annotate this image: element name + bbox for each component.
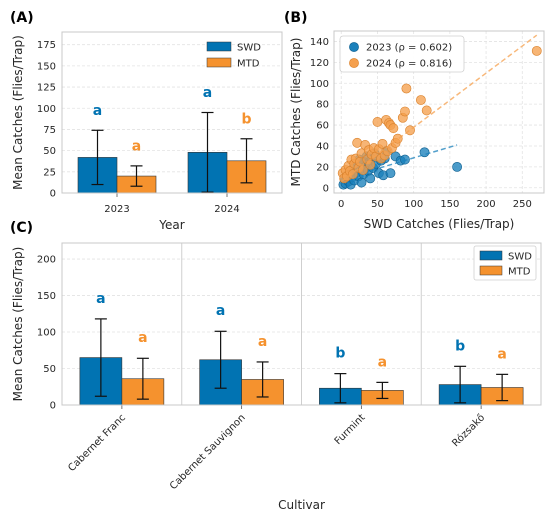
- plot-frame: [61, 31, 283, 194]
- x-tick-label: 250: [513, 199, 532, 210]
- legend-label: 2023 (ρ = 0.602): [366, 43, 452, 54]
- legend-swatch: [206, 57, 232, 68]
- y-tick-label: 60: [316, 121, 329, 132]
- scatter-point: [385, 168, 396, 179]
- scatter-point: [531, 45, 542, 56]
- legend-swatch: [479, 265, 503, 276]
- y-tick-label: 200: [37, 255, 56, 266]
- significance-letter: a: [258, 334, 267, 350]
- x-tick-label: Cabernet Sauvignon: [168, 412, 248, 492]
- significance-letter: a: [93, 103, 102, 119]
- significance-letter: b: [335, 346, 345, 362]
- significance-letter: a: [378, 354, 387, 370]
- trend-line: [340, 34, 538, 183]
- legend-label: MTD: [508, 267, 531, 278]
- legend-marker: [349, 42, 359, 52]
- significance-letter: a: [132, 139, 141, 155]
- legend-label: SWD: [508, 252, 532, 263]
- scatter-point: [356, 177, 367, 188]
- y-tick-label: 80: [316, 100, 329, 111]
- x-tick-label: Rózsakő: [450, 412, 488, 450]
- y-tick-label: 175: [37, 40, 56, 51]
- y-tick-label: 75: [43, 125, 56, 136]
- x-axis-title: SWD Catches (Flies/Trap): [364, 217, 515, 231]
- x-tick-label: 0: [338, 199, 344, 210]
- y-tick-label: 100: [37, 104, 56, 115]
- y-tick-label: 125: [37, 83, 56, 94]
- panel-b-label: (B): [284, 10, 307, 26]
- significance-letter: b: [241, 112, 251, 128]
- panel-c: (C) 0 50 100 150 200 a a Cabernet Franc a a Caberne…: [10, 220, 542, 512]
- scatter-point: [401, 83, 412, 94]
- y-tick-label: 120: [310, 58, 329, 69]
- y-axis-title: MTD Catches (Flies/Trap): [289, 38, 303, 187]
- legend: SWD MTD: [206, 41, 261, 70]
- plot-frame: [333, 30, 545, 194]
- y-tick-label: 0: [50, 401, 56, 412]
- y-tick-label: 100: [310, 79, 329, 90]
- scatter-point: [377, 138, 388, 149]
- x-tick-label: 200: [477, 199, 496, 210]
- significance-letter: a: [216, 303, 225, 319]
- x-axis-title: Year: [158, 218, 184, 232]
- y-tick-label: 20: [316, 162, 329, 173]
- legend-swatch: [206, 41, 232, 52]
- x-tick-label: Cabernet Franc: [66, 412, 128, 474]
- y-tick-label: 140: [310, 37, 329, 48]
- y-tick-label: 50: [43, 146, 56, 157]
- x-tick-label: 2024: [214, 204, 239, 215]
- legend-swatch: [479, 250, 503, 261]
- significance-letter: a: [497, 346, 506, 362]
- x-axis-title: Cultivar: [278, 498, 325, 512]
- y-tick-label: 50: [43, 364, 56, 375]
- series-2024: [337, 34, 542, 184]
- legend-label: 2024 (ρ = 0.816): [366, 59, 452, 70]
- y-tick-label: 0: [323, 183, 329, 194]
- x-tick-label: 2023: [104, 204, 129, 215]
- legend: SWD MTD: [473, 245, 537, 281]
- y-axis-title: Mean Catches (Flies/Trap): [11, 247, 25, 402]
- panel-a: (A) 0 25 50 75 100 125 150 175 a a 2023 a b 2024 Year Me…: [10, 10, 283, 232]
- x-tick-label: Furmint: [333, 412, 368, 447]
- y-tick-label: 100: [37, 328, 56, 339]
- legend: 2023 (ρ = 0.602) 2024 (ρ = 0.816): [339, 35, 465, 73]
- y-tick-label: 0: [50, 189, 56, 200]
- scatter-point: [400, 106, 410, 117]
- plot-frame: [61, 242, 542, 406]
- significance-letter: a: [96, 291, 105, 307]
- panel-c-label: (C): [10, 220, 33, 236]
- y-tick-label: 25: [43, 167, 56, 178]
- panel-b: (B) 0 20 40 60 80 100 120 140 0 50 100 150 200 250 2023…: [284, 10, 545, 231]
- legend-marker: [349, 58, 359, 68]
- legend-label: MTD: [237, 59, 260, 70]
- scatter-point: [372, 117, 383, 127]
- scatter-point: [421, 105, 432, 116]
- significance-letter: a: [203, 85, 212, 101]
- y-axis-title: Mean Catches (Flies/Trap): [11, 35, 25, 190]
- legend-box: [339, 35, 465, 73]
- scatter-point: [365, 173, 376, 184]
- panel-a-label: (A): [10, 10, 34, 26]
- x-tick-label: 150: [440, 199, 459, 210]
- scatter-point: [452, 161, 463, 172]
- significance-letter: a: [138, 330, 147, 346]
- scatter-point: [388, 123, 399, 134]
- scatter-point: [415, 95, 426, 105]
- significance-letter: b: [455, 338, 465, 354]
- x-tick-label: 50: [371, 199, 384, 210]
- legend-label: SWD: [237, 43, 261, 54]
- y-tick-label: 150: [37, 291, 56, 302]
- y-tick-label: 150: [37, 61, 56, 72]
- x-tick-label: 100: [404, 199, 423, 210]
- y-tick-label: 40: [316, 141, 329, 152]
- scatter-point: [400, 154, 410, 165]
